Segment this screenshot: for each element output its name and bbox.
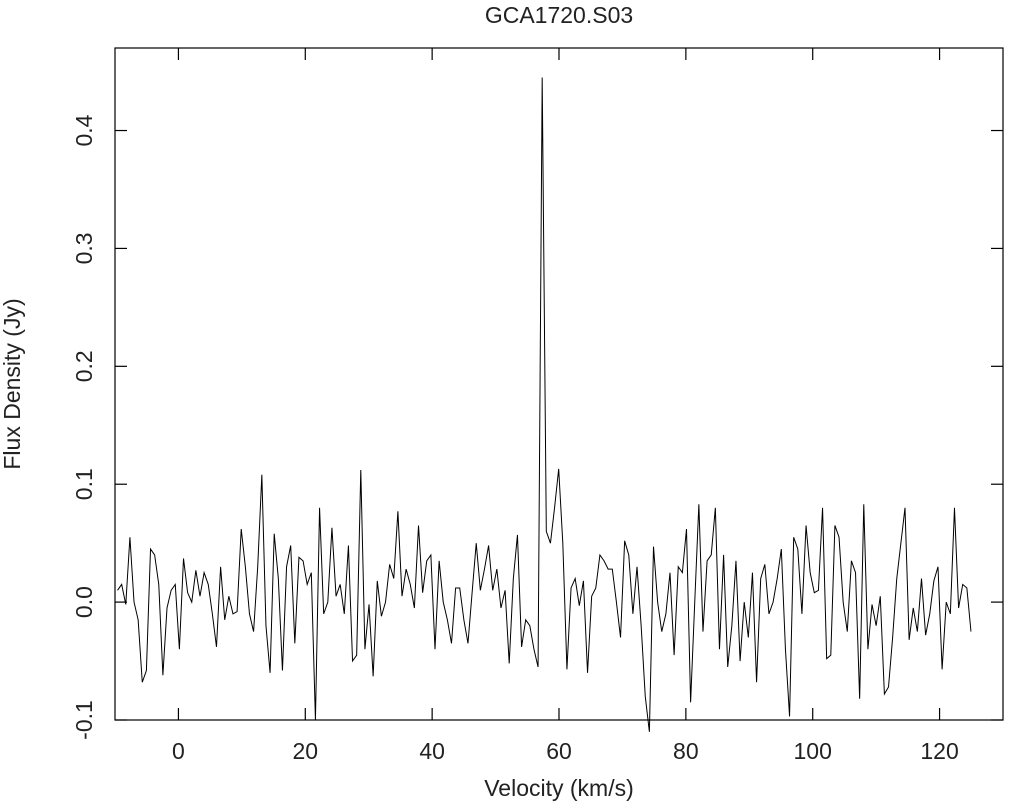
x-tick-label: 120 <box>920 738 958 764</box>
spectrum-line <box>117 77 972 732</box>
y-tick-label: 0.4 <box>71 114 97 146</box>
y-tick-label: 0.0 <box>71 586 97 618</box>
y-tick-label: 0.2 <box>71 350 97 382</box>
y-tick-label: -0.1 <box>71 700 97 740</box>
y-axis-label: Flux Density (Jy) <box>0 298 25 469</box>
y-tick-label: 0.1 <box>71 468 97 500</box>
plot-frame <box>114 47 1004 721</box>
x-axis-label: Velocity (km/s) <box>484 775 634 801</box>
y-tick-label: 0.3 <box>71 232 97 264</box>
x-tick-label: 80 <box>673 738 699 764</box>
x-tick-label: 20 <box>292 738 318 764</box>
x-tick-label: 40 <box>419 738 445 764</box>
x-tick-label: 60 <box>546 738 572 764</box>
chart-title: GCA1720.S03 <box>485 2 633 28</box>
x-tick-label: 0 <box>172 738 185 764</box>
x-tick-label: 100 <box>794 738 832 764</box>
